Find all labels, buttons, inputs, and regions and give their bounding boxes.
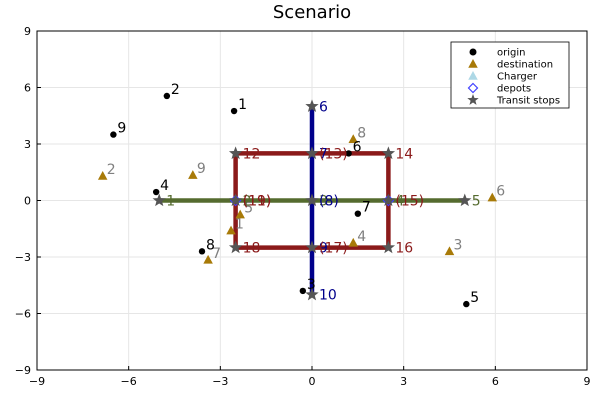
- transit-stop-point: [305, 193, 319, 207]
- destination-point: [487, 192, 498, 202]
- destination-point: [203, 254, 213, 264]
- transit-stop-label: 14: [395, 146, 413, 162]
- y-axis: −9 −6 −3 0 3 6 9: [15, 25, 41, 377]
- transit-stop-point: [381, 193, 396, 207]
- transit-stop-label: (13): [319, 146, 348, 162]
- origin-label: 7: [362, 200, 371, 216]
- origin-point: [463, 300, 470, 308]
- origin-label: 2: [171, 82, 180, 98]
- destination-point: [444, 246, 455, 256]
- y-tick-label: −9: [15, 364, 31, 377]
- transit-stop-label: 5: [472, 194, 481, 210]
- transit-stop-label: 12: [243, 146, 261, 162]
- transit-stop-point: [228, 146, 243, 160]
- x-tick-label: −3: [212, 375, 228, 388]
- destination-point: [188, 170, 198, 179]
- destination-label: 7: [212, 246, 221, 262]
- legend-label: Transit stops: [496, 96, 560, 107]
- transit-stop-point: [152, 193, 166, 207]
- transit-stop-label: 9: [319, 241, 328, 257]
- transit-stop-point: [305, 240, 319, 254]
- legend-label: origin: [497, 48, 525, 59]
- transit-stop-point: [305, 287, 319, 301]
- transit-stop-point: [458, 193, 472, 207]
- destination-label: 8: [357, 125, 366, 141]
- origin-label: 1: [238, 97, 247, 113]
- transit-stop-label: 1: [166, 194, 175, 210]
- y-tick-label: 9: [24, 25, 31, 38]
- origin-label: 3: [307, 277, 316, 293]
- destination-label: 3: [454, 237, 463, 253]
- x-axis: −9 −6 −3 0 3 6 9: [29, 366, 591, 388]
- origin-label: 9: [117, 121, 126, 137]
- origin-label: 4: [160, 178, 169, 194]
- transit-stop-label: 16: [395, 241, 413, 257]
- transit-stop-point: [381, 146, 396, 160]
- destination-label: 9: [197, 161, 206, 177]
- destination-point: [97, 171, 108, 180]
- origin-point: [198, 248, 206, 255]
- x-tick-label: 6: [492, 375, 499, 388]
- x-tick-label: 9: [584, 375, 591, 388]
- origin-label: 5: [470, 290, 479, 306]
- origin-point: [152, 188, 160, 196]
- transit-stop-point: [228, 240, 243, 254]
- destination-label: 6: [496, 184, 505, 200]
- destination-label: 1: [235, 217, 244, 233]
- destination-point: [348, 237, 358, 247]
- destination-label: 4: [357, 229, 366, 245]
- legend-marker: [468, 71, 478, 80]
- destination-point: [348, 134, 358, 144]
- legend-marker: [468, 59, 478, 68]
- origin-label: 8: [206, 237, 215, 253]
- transit-stop-label: 4: [395, 194, 404, 210]
- transit-stop-label: (15): [395, 194, 424, 210]
- x-tick-label: 3: [400, 375, 407, 388]
- transit-stop-label: 10: [319, 288, 337, 304]
- origin-point: [230, 107, 238, 115]
- origin-point: [110, 131, 117, 138]
- transit-stop-point: [228, 193, 243, 207]
- transit-stop-label: 2: [243, 194, 252, 210]
- destination-label: 5: [244, 201, 253, 217]
- y-tick-label: 3: [24, 138, 31, 151]
- origin-point: [299, 287, 307, 295]
- y-tick-label: 6: [24, 82, 31, 95]
- transit-stop-point: [305, 99, 319, 112]
- transit-stop-label: (17): [319, 241, 348, 257]
- chart-title: Scenario: [273, 2, 351, 23]
- destination-point: [226, 225, 236, 235]
- origin-point: [345, 150, 352, 157]
- y-tick-label: −6: [15, 308, 31, 321]
- legend-marker: [469, 48, 477, 56]
- origin-label: 6: [353, 139, 362, 155]
- legend-marker: [467, 94, 479, 105]
- transit-stop-label: 18: [243, 241, 261, 257]
- transit-stop-label: (8): [319, 194, 339, 210]
- transit-stop-label: 3: [319, 194, 328, 210]
- transit-stop-label: 6: [319, 99, 328, 115]
- x-tick-label: −6: [121, 375, 137, 388]
- origin-point: [354, 210, 362, 217]
- transit-stop-point: [305, 146, 319, 160]
- legend-label: Charger: [497, 72, 538, 83]
- origin-point: [163, 92, 171, 100]
- destination-point: [235, 209, 245, 219]
- x-tick-label: 0: [309, 375, 316, 388]
- x-tick-label: −9: [29, 375, 45, 388]
- legend-marker: [467, 82, 479, 94]
- legend-label: depots: [497, 84, 531, 95]
- transit-stop-label: (19): [243, 194, 272, 210]
- transit-stop-label: 7: [319, 146, 328, 162]
- y-tick-label: 0: [24, 195, 31, 208]
- transit-stop-label: (11): [243, 194, 272, 210]
- destination-label: 2: [107, 162, 116, 178]
- y-tick-label: −3: [15, 251, 31, 264]
- legend-label: destination: [497, 60, 553, 71]
- transit-stop-point: [381, 240, 396, 254]
